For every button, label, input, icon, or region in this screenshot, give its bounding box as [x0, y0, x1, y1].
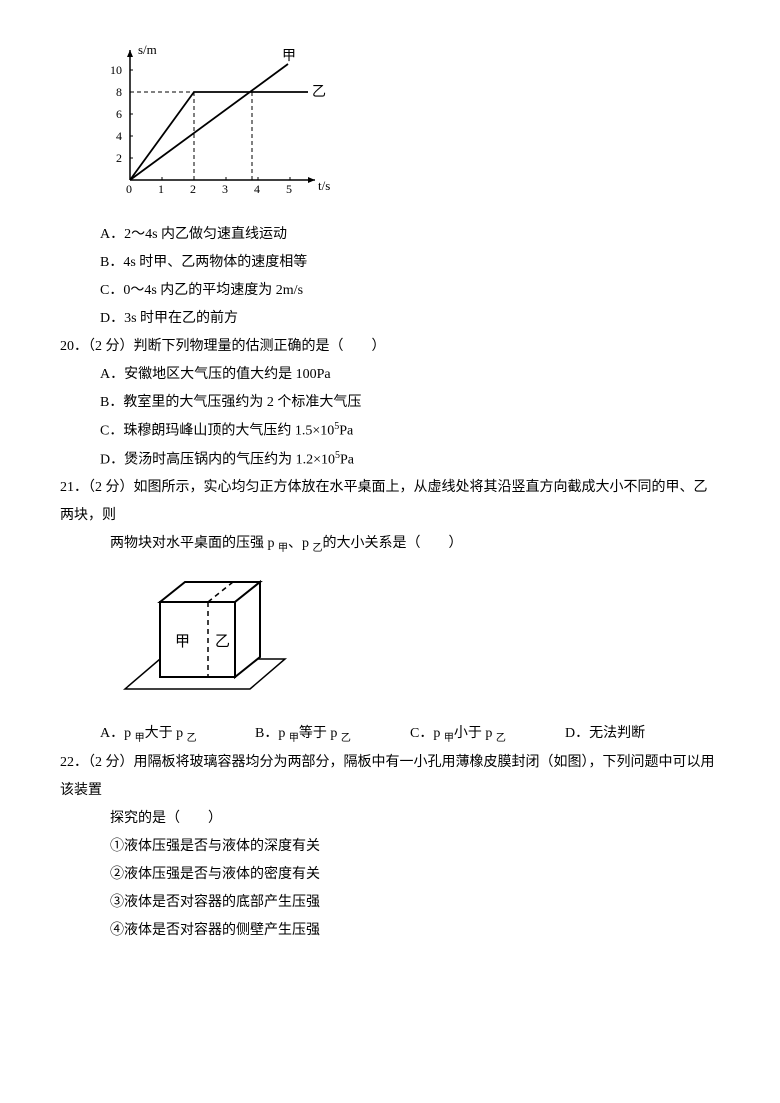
q19-option-b: B．4s 时甲、乙两物体的速度相等 [100, 249, 720, 277]
svg-text:5: 5 [286, 182, 292, 196]
svg-text:2: 2 [190, 182, 196, 196]
svg-text:10: 10 [110, 63, 122, 77]
q21-stem-line1: 21．（2 分）如图所示，实心均匀正方体放在水平桌面上，从虚线处将其沿竖直方向截… [60, 474, 720, 530]
series-jia-label: 甲 [282, 49, 296, 64]
q21-options-row: A．p 甲大于 p 乙 B．p 甲等于 p 乙 C．p 甲小于 p 乙 D．无法… [100, 720, 720, 749]
q21-option-b: B．p 甲等于 p 乙 [255, 720, 410, 749]
svg-text:4: 4 [254, 182, 260, 196]
y-axis-label: s/m [138, 42, 157, 57]
svg-text:0: 0 [126, 182, 132, 196]
q21-stem-line2: 两物块对水平桌面的压强 p 甲、p 乙的大小关系是（ ） [110, 530, 720, 559]
q22-sub2: ②液体压强是否与液体的密度有关 [110, 861, 720, 889]
svg-text:1: 1 [158, 182, 164, 196]
q21-option-c: C．p 甲小于 p 乙 [410, 720, 565, 749]
q19-option-c: C．0～4s 内乙的平均速度为 2m/s [100, 277, 720, 305]
svg-text:6: 6 [116, 107, 122, 121]
q22-stem-line2: 探究的是（ ） [110, 805, 720, 833]
q22-sub1: ①液体压强是否与液体的深度有关 [110, 833, 720, 861]
svg-text:4: 4 [116, 129, 122, 143]
cube-label-yi: 乙 [215, 634, 230, 650]
q20-stem: 20．（2 分）判断下列物理量的估测正确的是（ ） [60, 333, 720, 361]
svg-text:8: 8 [116, 85, 122, 99]
velocity-chart: 0 1 2 3 4 5 2 4 6 8 10 [100, 40, 720, 211]
cube-diagram: 甲 乙 [120, 564, 720, 715]
q20-option-c: C．珠穆朗玛峰山顶的大气压约 1.5×105Pa [100, 417, 720, 446]
q20-option-d: D．煲汤时高压锅内的气压约为 1.2×105Pa [100, 446, 720, 475]
q22-sub4: ④液体是否对容器的侧壁产生压强 [110, 917, 720, 945]
q22-stem-line1: 22．（2 分）用隔板将玻璃容器均分为两部分，隔板中有一小孔用薄橡皮膜封闭（如图… [60, 749, 720, 805]
q21-option-d: D．无法判断 [565, 720, 720, 749]
svg-text:2: 2 [116, 151, 122, 165]
q19-option-a: A．2～4s 内乙做匀速直线运动 [100, 221, 720, 249]
chart-svg: 0 1 2 3 4 5 2 4 6 8 10 [100, 40, 330, 200]
q20-option-b: B．教室里的大气压强约为 2 个标准大气压 [100, 389, 720, 417]
q19-option-d: D．3s 时甲在乙的前方 [100, 305, 720, 333]
q20-option-a: A．安徽地区大气压的值大约是 100Pa [100, 361, 720, 389]
q21-option-a: A．p 甲大于 p 乙 [100, 720, 255, 749]
x-axis-label: t/s [318, 178, 330, 193]
cube-label-jia: 甲 [175, 634, 190, 650]
q22-sub3: ③液体是否对容器的底部产生压强 [110, 889, 720, 917]
series-yi-label: 乙 [312, 84, 326, 100]
svg-text:3: 3 [222, 182, 228, 196]
